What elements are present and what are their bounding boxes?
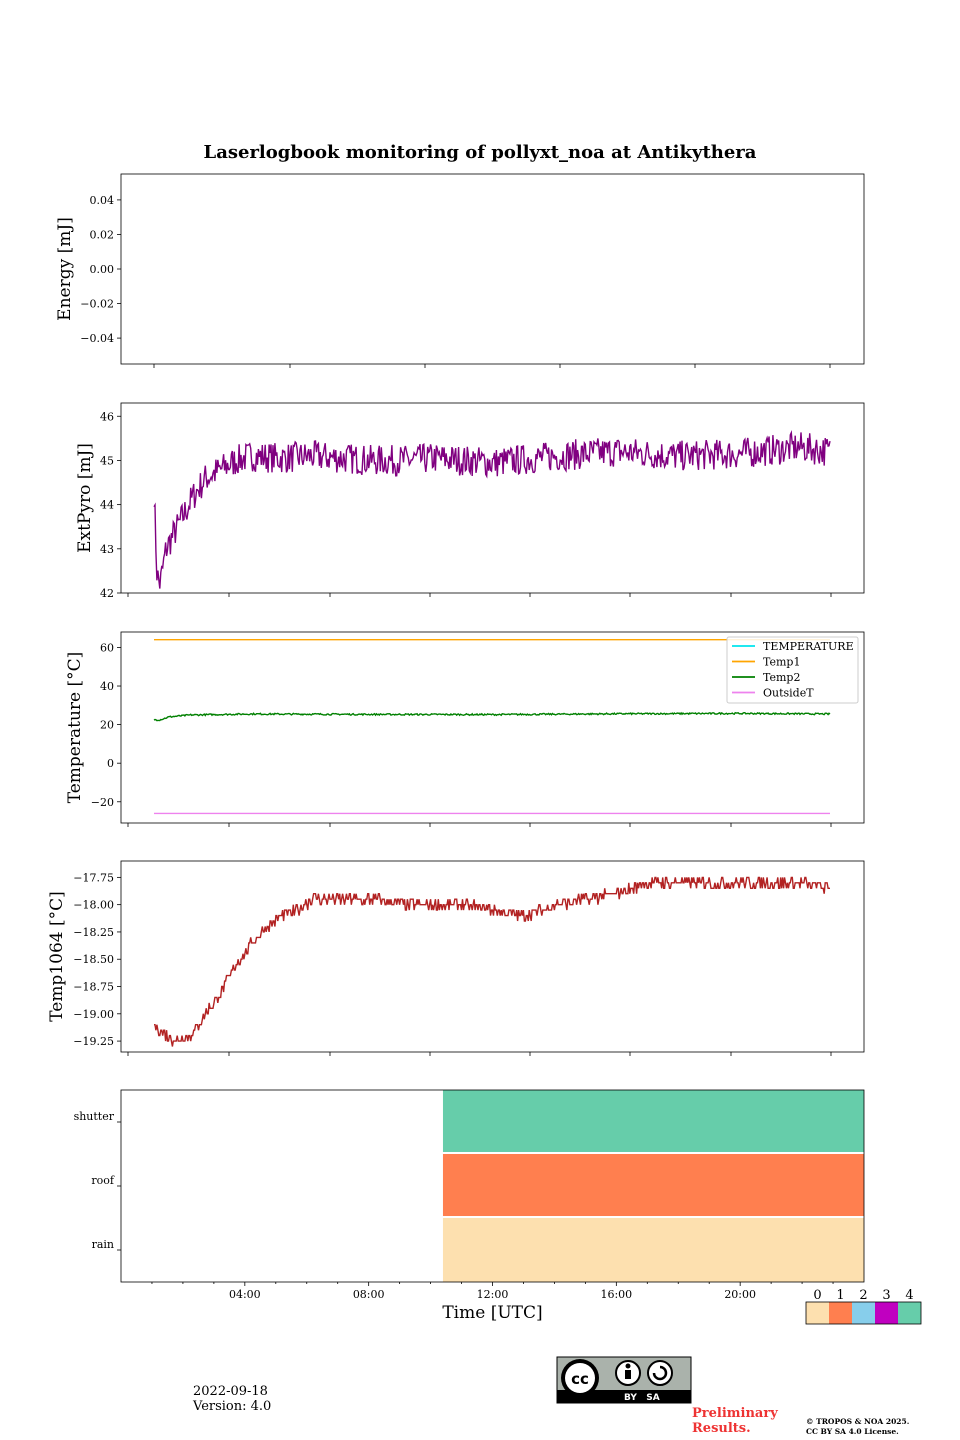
- colorbar-swatch-0: [806, 1302, 829, 1324]
- panel-temperature: 60 40 20 0 −20 Temperature [°C] TEMPERATURE Tem…: [65, 631, 865, 827]
- y-tick-label: −18.00: [73, 899, 114, 912]
- row-label: roof: [91, 1174, 115, 1187]
- y-tick-label: −18.25: [73, 926, 114, 939]
- footer-version: Version: 4.0: [193, 1399, 272, 1414]
- legend-label: TEMPERATURE: [763, 640, 854, 653]
- colorbar-swatch-3: [875, 1302, 898, 1324]
- y-tick-label: 20: [100, 719, 114, 732]
- colorbar-tick-label: 0: [813, 1288, 821, 1303]
- plot-frame: [120, 173, 865, 365]
- plot-frame: [120, 860, 865, 1053]
- colorbar-swatch-1: [829, 1302, 852, 1324]
- legend-label: Temp1: [763, 656, 800, 669]
- colorbar-swatch-2: [852, 1302, 875, 1324]
- legend-label: Temp2: [763, 671, 800, 684]
- footer-date: 2022-09-18: [193, 1384, 268, 1399]
- colorbar-tick-label: 4: [905, 1288, 913, 1303]
- y-tick-label: 46: [100, 410, 114, 423]
- plot-frame: [120, 631, 865, 824]
- y-axis-label: Temperature [°C]: [65, 652, 85, 804]
- y-tick-label: −0.04: [80, 332, 114, 345]
- y-tick-label: 42: [100, 587, 114, 600]
- y-tick-label: −18.75: [73, 981, 114, 994]
- status-cell-roof: [442, 1154, 864, 1216]
- copyright-note: © TROPOS & NOA 2025. CC BY SA 4.0 Licens…: [806, 1417, 909, 1437]
- cc-license-badge: cc BY SA: [556, 1356, 692, 1404]
- colorbar-tick-label: 2: [859, 1288, 867, 1303]
- svg-text:cc: cc: [571, 1370, 589, 1388]
- colorbar-tick-label: 3: [882, 1288, 890, 1303]
- panel-energy: 0.04 0.02 0.00 −0.02 −0.04 Energy [mJ]: [55, 173, 865, 368]
- status-cell-rain: [442, 1218, 864, 1282]
- y-axis-label: Temp1064 [°C]: [47, 891, 67, 1022]
- preliminary-line1: Preliminary: [692, 1406, 778, 1421]
- y-tick-label: −0.02: [80, 298, 114, 311]
- preliminary-note: Preliminary Results.: [692, 1406, 778, 1436]
- y-tick-label: 0.00: [90, 263, 115, 276]
- copyright-line1: © TROPOS & NOA 2025.: [806, 1417, 910, 1426]
- plot-frame: [120, 402, 865, 594]
- series-line-temp1064: [154, 876, 830, 1047]
- preliminary-line2: Results.: [692, 1421, 751, 1436]
- panel-extpyro: 42 43 44 45 46 ExtPyro [mJ]: [75, 402, 865, 600]
- copyright-line2: CC BY SA 4.0 License.: [806, 1427, 899, 1436]
- status-cell-shutter: [442, 1090, 864, 1152]
- y-tick-label: 45: [100, 454, 114, 467]
- cc-badge-text: BY SA: [624, 1393, 660, 1403]
- y-tick-label: −18.50: [73, 953, 114, 966]
- panel-status: shutter roof rain 04:00 08:00 12:00 16:00 20:00…: [74, 1089, 865, 1323]
- y-axis-label: Energy [mJ]: [55, 217, 75, 321]
- x-tick-label: 20:00: [724, 1288, 756, 1301]
- y-tick-label: 0: [107, 757, 114, 770]
- y-tick-label: −19.00: [73, 1008, 114, 1021]
- y-tick-label: 43: [100, 543, 114, 556]
- y-tick-label: 0.02: [90, 228, 115, 241]
- row-label: shutter: [74, 1110, 115, 1123]
- x-tick-label: 16:00: [600, 1288, 632, 1301]
- chart-title: Laserlogbook monitoring of pollyxt_noa a…: [204, 142, 757, 163]
- y-tick-label: −19.25: [73, 1035, 114, 1048]
- colorbar-tick-label: 1: [836, 1288, 844, 1303]
- x-tick-label: 08:00: [353, 1288, 385, 1301]
- y-tick-label: 0.04: [90, 194, 115, 207]
- colorbar-frame: [805, 1301, 922, 1325]
- panel-temp1064: −17.75 −18.00 −18.25 −18.50 −18.75 −19.00 −19.…: [47, 860, 865, 1056]
- y-axis-label: ExtPyro [mJ]: [75, 443, 95, 553]
- x-tick-label: 12:00: [477, 1288, 509, 1301]
- series-line-extpyro: [153, 429, 831, 589]
- series-line-temp2: [153, 711, 831, 722]
- row-label: rain: [92, 1238, 114, 1251]
- y-tick-label: 40: [100, 680, 114, 693]
- x-tick-label: 04:00: [229, 1288, 261, 1301]
- legend-label: OutsideT: [763, 687, 814, 700]
- y-tick-label: 60: [100, 641, 114, 654]
- legend: TEMPERATURE Temp1 Temp2 OutsideT: [726, 636, 859, 704]
- y-tick-label: −20: [91, 796, 114, 809]
- footer-info: 2022-09-18 Version: 4.0: [193, 1384, 271, 1414]
- legend-box: [726, 636, 859, 704]
- y-tick-label: −17.75: [73, 871, 114, 884]
- colorbar-swatch-4: [898, 1302, 921, 1324]
- x-axis-label: Time [UTC]: [442, 1303, 542, 1323]
- y-tick-label: 44: [100, 499, 114, 512]
